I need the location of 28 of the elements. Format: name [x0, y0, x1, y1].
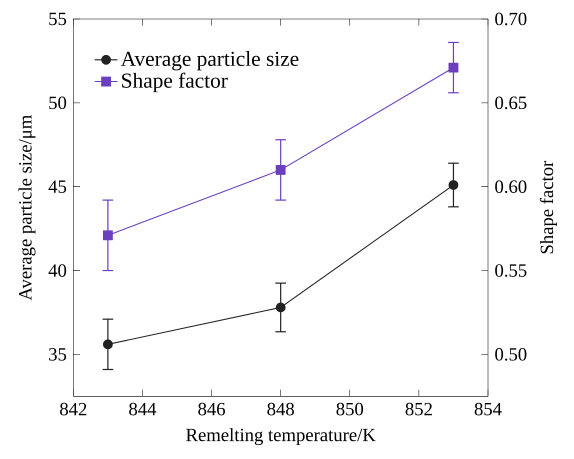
point: [448, 180, 458, 190]
point: [276, 164, 286, 175]
x-tick-label: 852: [406, 402, 432, 416]
x-tick-label: 848: [267, 402, 294, 416]
x-tick-label: 850: [336, 402, 364, 416]
y2-tick-label: 0.60: [495, 180, 526, 194]
legend-label: Shape factor: [122, 72, 228, 92]
point: [276, 302, 286, 312]
y2-tick-label: 0.50: [495, 348, 526, 361]
y-tick-label: 50: [49, 96, 66, 110]
y-tick-label: 45: [48, 180, 66, 193]
y2-tick-label: 0.70: [495, 12, 526, 26]
y-axis-title: Average particle size/μm: [18, 114, 36, 300]
x-tick-label: 846: [198, 402, 226, 416]
x-tick-label: 842: [60, 402, 86, 416]
y2-tick-label: 0.65: [495, 96, 526, 110]
point: [102, 339, 113, 350]
point: [102, 230, 113, 240]
y2-axis-title: Shape factor: [540, 160, 557, 254]
y-tick-label: 55: [49, 12, 66, 26]
x-tick-label: 854: [474, 402, 502, 416]
legend-label: Average particle size: [120, 51, 298, 70]
y2-tick-label: 0.55: [495, 264, 526, 277]
y-tick-label: 40: [48, 264, 66, 277]
y-tick-label: 35: [49, 348, 66, 361]
point: [448, 62, 458, 73]
x-tick-label: 844: [129, 402, 156, 416]
x-axis-title: Remelting temperature/K: [186, 428, 376, 446]
